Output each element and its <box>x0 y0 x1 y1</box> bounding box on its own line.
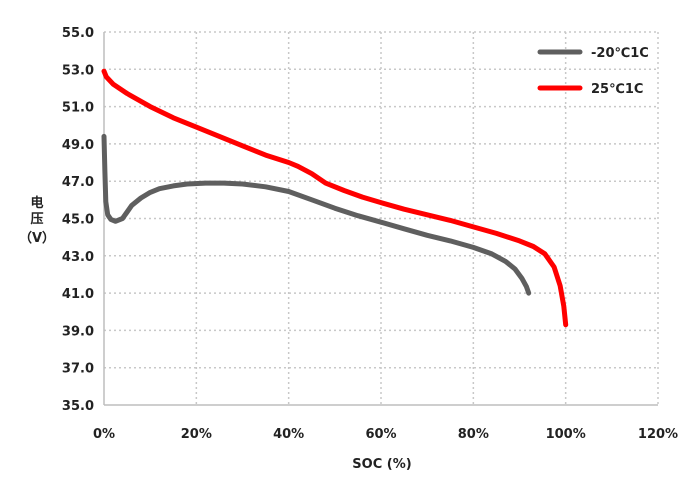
x-tick-label: 0% <box>93 427 115 442</box>
y-tick-label: 43.0 <box>62 250 94 265</box>
x-tick-label: 20% <box>181 427 212 442</box>
grid-lines <box>104 31 659 405</box>
y-tick-label: 55.0 <box>62 26 94 41</box>
y-tick-label: 35.0 <box>62 399 94 414</box>
series-line-1 <box>101 68 569 328</box>
x-tick-label: 80% <box>458 427 489 442</box>
y-axis-ticks: 35.0 37.0 39.0 41.0 43.0 45.0 47.0 49.0 51.0 53.0… <box>62 26 94 414</box>
legend-label-1: 25℃1C <box>591 82 643 97</box>
x-tick-label: 100% <box>546 427 586 442</box>
axes <box>103 32 658 406</box>
y-axis-title: 电压 （V） <box>19 195 55 246</box>
legend: -20℃1C 25℃1C <box>537 46 649 97</box>
y-tick-label: 51.0 <box>62 101 94 116</box>
y-axis-title-part: 压 <box>30 212 43 227</box>
x-tick-label: 120% <box>638 427 678 442</box>
y-axis-title-part: （V） <box>19 230 55 246</box>
y-axis-title-part: 电 <box>30 195 43 211</box>
y-tick-label: 49.0 <box>62 138 94 153</box>
y-tick-label: 47.0 <box>62 175 94 190</box>
y-tick-label: 53.0 <box>62 63 94 78</box>
y-tick-label: 37.0 <box>62 362 94 377</box>
x-axis-ticks: 0% 20% 40% 60% 80% 100% 120% <box>93 427 678 442</box>
data-series <box>101 68 569 328</box>
y-tick-label: 45.0 <box>62 213 94 228</box>
legend-label-0: -20℃1C <box>591 46 649 61</box>
y-tick-label: 39.0 <box>62 324 94 339</box>
x-tick-label: 60% <box>365 427 396 442</box>
series-line-0 <box>101 133 532 296</box>
x-tick-label: 40% <box>273 427 304 442</box>
y-tick-label: 41.0 <box>62 287 94 302</box>
x-axis-title: SOC (%) <box>352 457 411 472</box>
